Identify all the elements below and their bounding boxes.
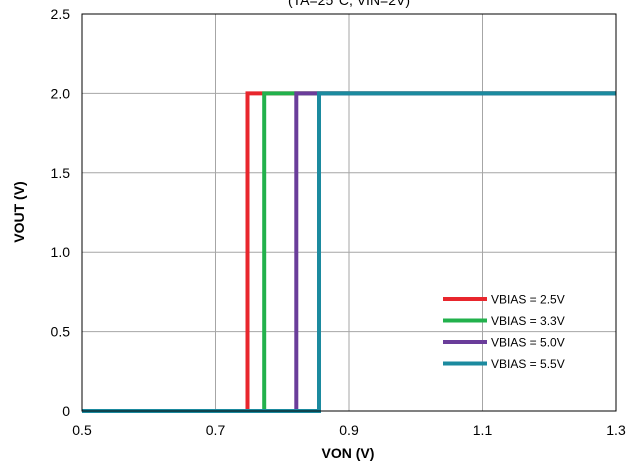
x-tick-label: 0.7 [206, 422, 226, 438]
x-tick-label: 1.3 [606, 422, 626, 438]
y-tick-label: 1.0 [51, 244, 71, 260]
chart-subtitle: (TA=25°C, VIN=2V) [288, 0, 410, 8]
y-tick-label: 0 [62, 403, 70, 419]
x-tick-label: 1.1 [473, 422, 493, 438]
y-tick-label: 0.5 [51, 324, 71, 340]
legend: VBIAS = 2.5V VBIAS = 3.3V VBIAS = 5.0V VBIA… [443, 293, 565, 371]
plot-frame [81, 13, 617, 412]
legend-label-2: VBIAS = 3.3V [491, 314, 565, 328]
x-axis-title: VON (V) [322, 445, 375, 461]
tick-labels: 0.5 0.7 0.9 1.1 1.300.51.01.52.02.5 [51, 6, 626, 438]
y-tick-label: 2.0 [51, 85, 71, 101]
y-axis-title: VOUT (V) [11, 181, 27, 242]
y-tick-label: 1.5 [51, 165, 71, 181]
legend-label-4: VBIAS = 5.5V [491, 357, 565, 371]
y-tick-label: 2.5 [51, 6, 71, 22]
legend-label-1: VBIAS = 2.5V [491, 293, 565, 307]
grid-lines [82, 14, 616, 411]
legend-label-3: VBIAS = 5.0V [491, 336, 565, 350]
x-tick-label: 0.5 [72, 422, 92, 438]
x-tick-label: 0.9 [339, 422, 359, 438]
